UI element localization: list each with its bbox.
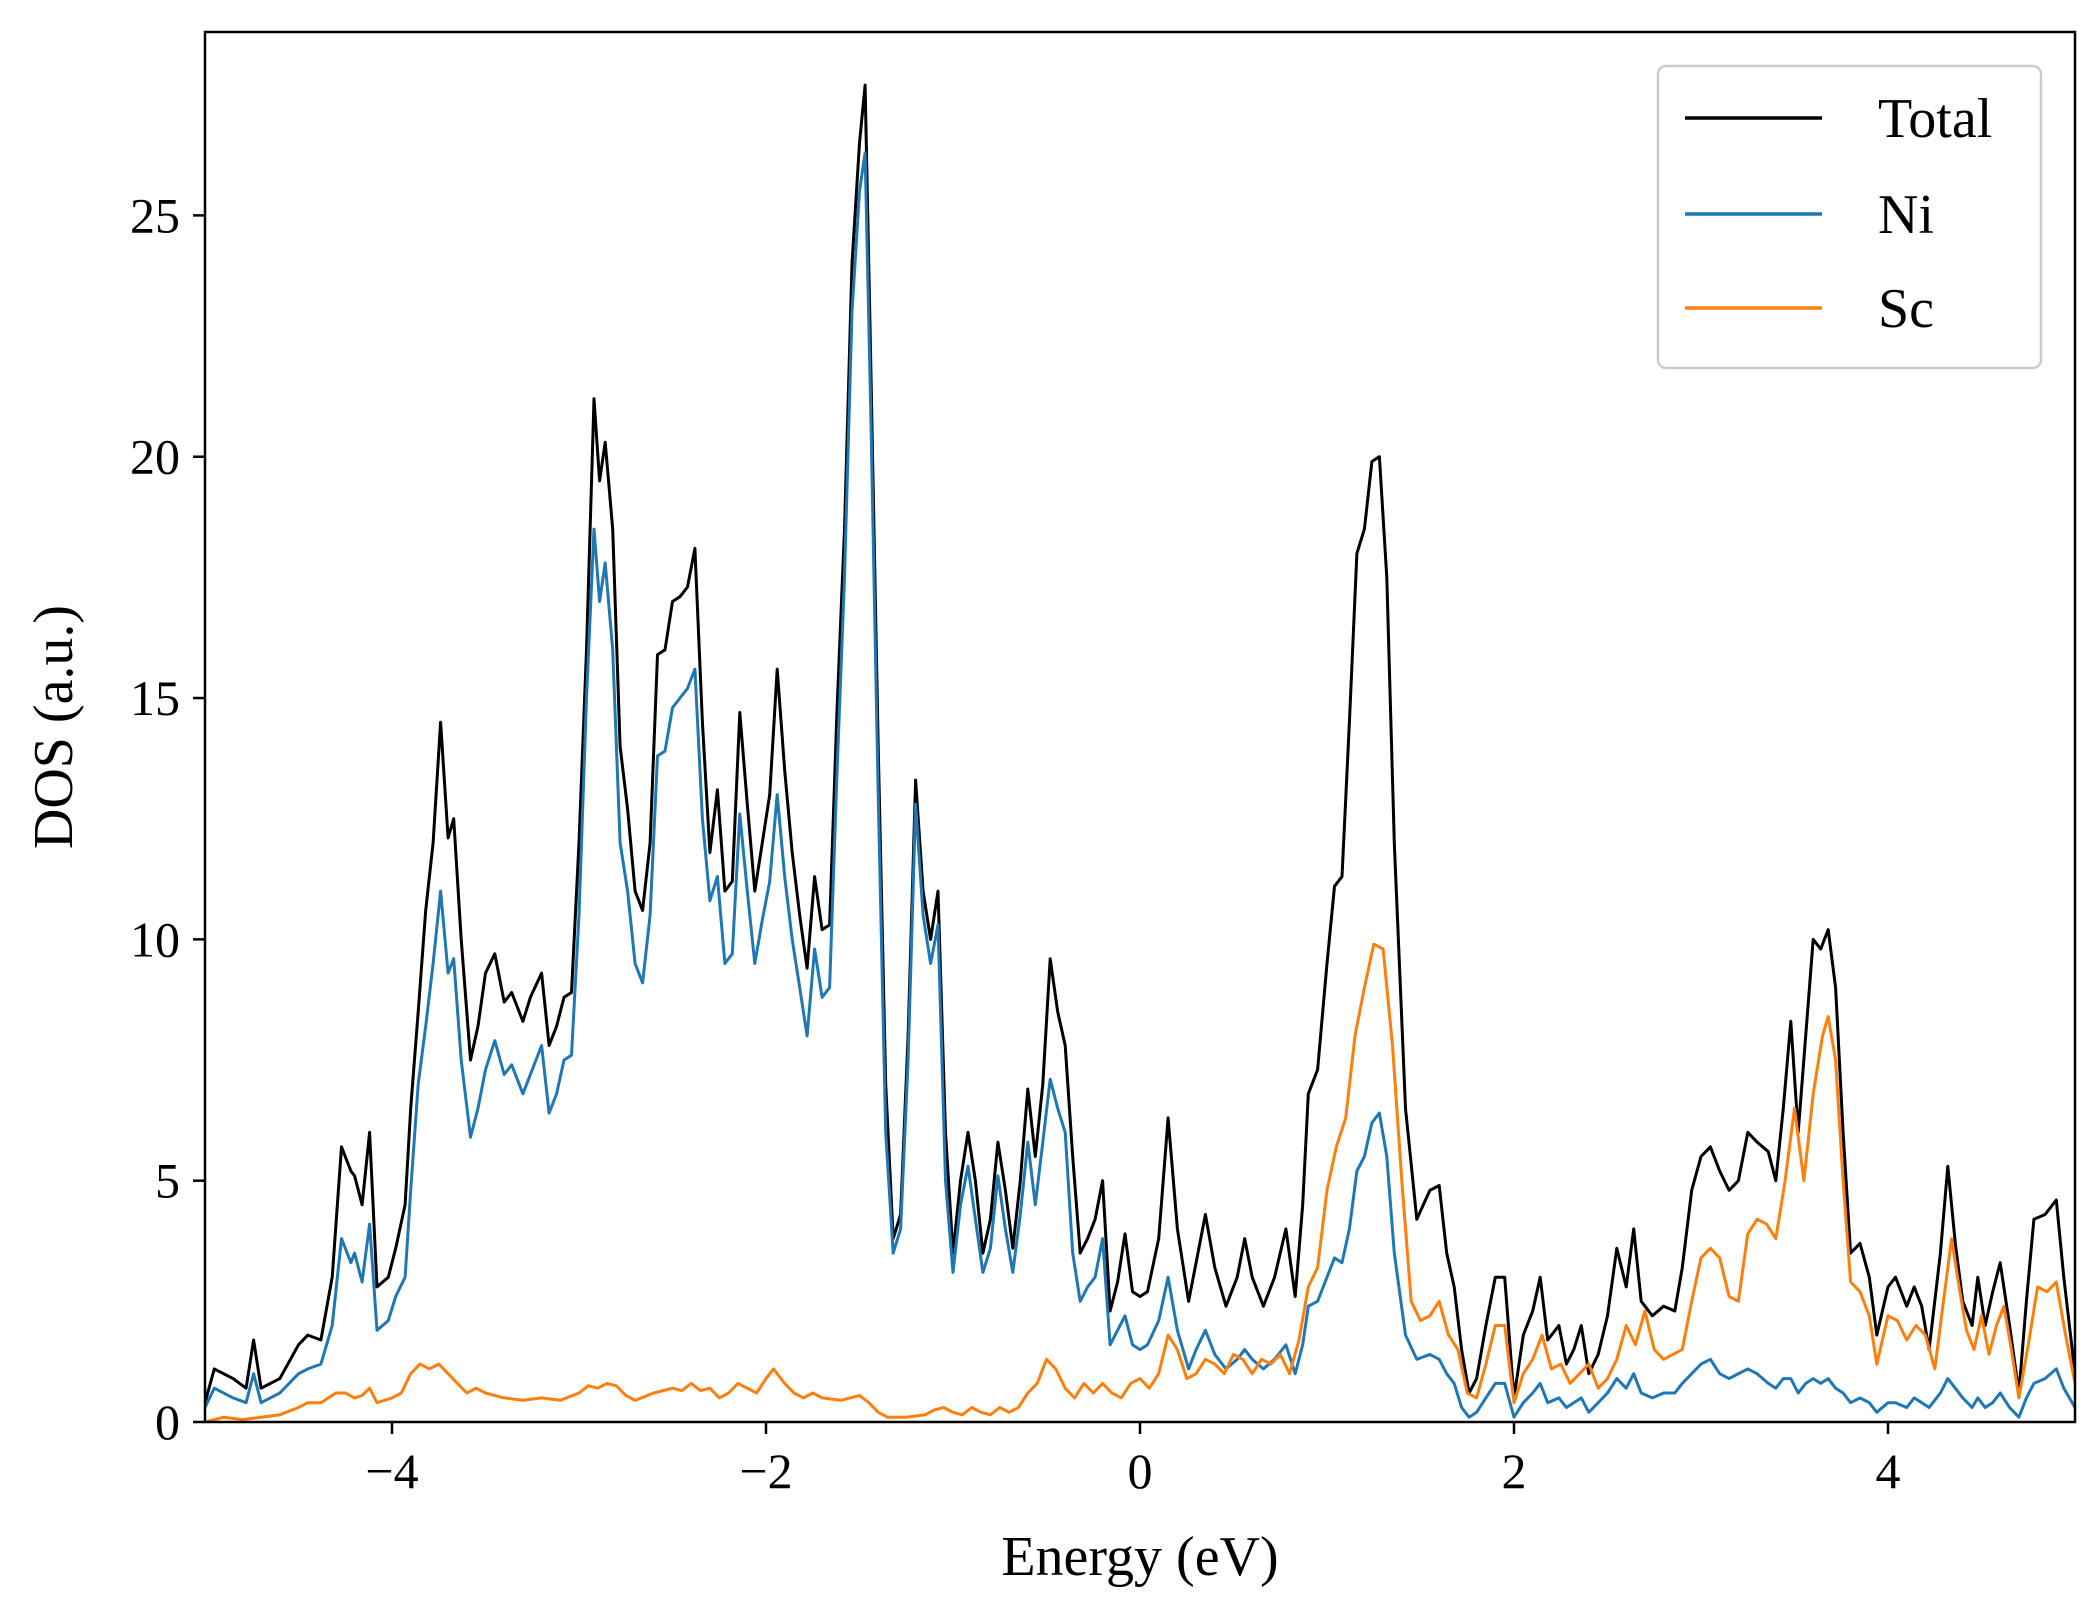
y-tick-label: 15: [130, 670, 180, 726]
y-tick-label: 0: [155, 1394, 180, 1450]
series-layer: [205, 83, 2075, 1422]
y-axis-label: DOS (a.u.): [23, 605, 85, 849]
x-tick-label: 2: [1502, 1443, 1527, 1499]
legend-label-sc: Sc: [1878, 278, 1934, 340]
x-tick-label: 4: [1876, 1443, 1901, 1499]
series-line-ni: [205, 151, 2075, 1419]
legend: Total Ni Sc: [1656, 64, 2043, 370]
y-tick-label: 5: [155, 1153, 180, 1209]
x-axis-label: Energy (eV): [1001, 1526, 1278, 1588]
y-axis: 0 5 10 15 20 25: [130, 187, 205, 1450]
legend-label-ni: Ni: [1878, 184, 1934, 246]
legend-label-total: Total: [1878, 88, 1992, 150]
x-tick-label: −2: [739, 1443, 792, 1499]
x-axis: −4 −2 0 2 4: [365, 1422, 1901, 1499]
series-line-sc: [205, 942, 2075, 1422]
y-tick-label: 25: [130, 187, 180, 243]
legend-box: [1656, 64, 2043, 370]
x-tick-label: 0: [1128, 1443, 1153, 1499]
y-tick-label: 10: [130, 911, 180, 967]
series-line-total: [205, 83, 2075, 1404]
x-tick-label: −4: [365, 1443, 418, 1499]
y-tick-label: 20: [130, 429, 180, 485]
